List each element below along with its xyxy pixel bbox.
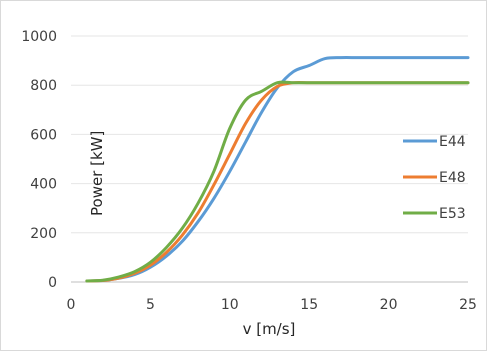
y-tick-label: 800 [30, 78, 57, 94]
y-tick-label: 1000 [21, 29, 57, 45]
x-tick-label: 20 [380, 297, 398, 313]
legend-label-e48: E48 [439, 170, 466, 186]
y-tick-label: 0 [48, 275, 57, 291]
x-tick-label: 10 [221, 297, 239, 313]
series-lines [85, 56, 470, 283]
legend-label-e44: E44 [439, 134, 466, 150]
legend: E44 E48 E53 [403, 134, 466, 222]
x-tick-label: 0 [67, 297, 76, 313]
y-tick-label: 600 [30, 127, 57, 143]
x-tick-label: 25 [459, 297, 477, 313]
x-axis-title: v [m/s] [243, 320, 296, 338]
x-tick-labels: 0 5 10 15 20 25 [67, 297, 477, 313]
legend-label-e53: E53 [439, 206, 466, 222]
series-line-e44 [85, 56, 470, 283]
series-line-e53 [85, 80, 470, 283]
x-tick-label: 5 [146, 297, 155, 313]
x-tick-label: 15 [300, 297, 318, 313]
y-tick-labels: 0 200 400 600 800 1000 [21, 29, 57, 291]
series-line-e48 [85, 80, 470, 283]
gridlines [71, 35, 468, 283]
y-tick-label: 200 [30, 226, 57, 242]
y-axis-title: Power [kW] [88, 131, 106, 216]
y-tick-label: 400 [30, 177, 57, 193]
